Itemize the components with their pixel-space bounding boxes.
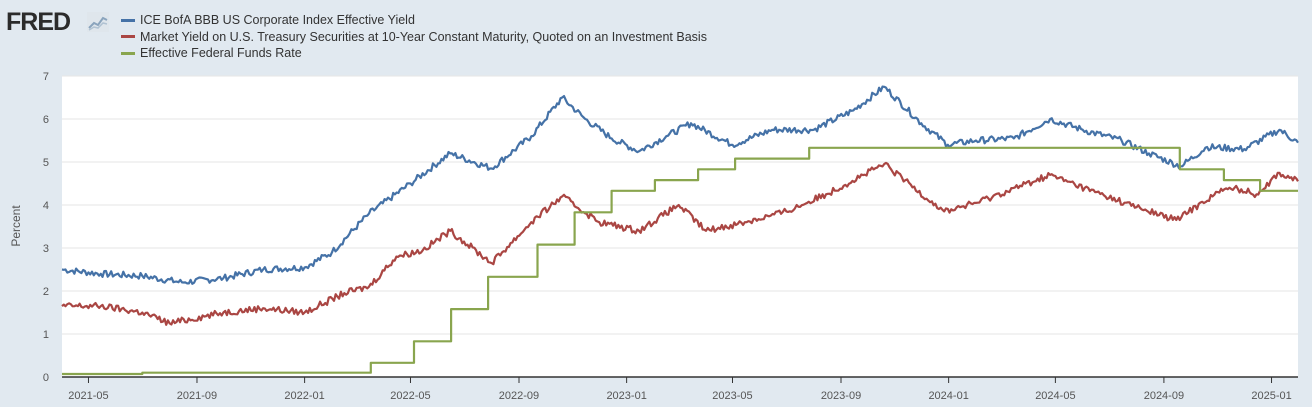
series-line-3 xyxy=(62,146,1298,376)
legend-item-1: ICE BofA BBB US Corporate Index Effectiv… xyxy=(121,12,707,29)
x-tick-label-2023-01: 2023-01 xyxy=(606,390,646,402)
line-chart-icon xyxy=(87,12,109,32)
x-tick-label-2022-05: 2022-05 xyxy=(390,390,430,402)
y-tick-label-0: 0 xyxy=(43,372,49,384)
legend-label: Effective Federal Funds Rate xyxy=(140,46,302,61)
legend-swatch xyxy=(121,18,135,22)
series-line-2 xyxy=(61,161,1299,326)
plot-area xyxy=(62,76,1298,377)
legend-swatch xyxy=(121,51,135,55)
x-tick-label-2023-05: 2023-05 xyxy=(712,390,752,402)
x-tick-label-2024-09: 2024-09 xyxy=(1144,390,1184,402)
chart-legend: ICE BofA BBB US Corporate Index Effectiv… xyxy=(121,12,707,62)
x-tick-label-2021-05: 2021-05 xyxy=(68,390,108,402)
x-tick-label-2022-09: 2022-09 xyxy=(499,390,539,402)
legend-item-3: Effective Federal Funds Rate xyxy=(121,45,707,62)
y-tick-label-7: 7 xyxy=(43,71,49,83)
chart-header: FRED ICE BofA BBB US Corporate Index Eff… xyxy=(0,0,1312,70)
y-tick-label-5: 5 xyxy=(43,157,49,169)
legend-label: ICE BofA BBB US Corporate Index Effectiv… xyxy=(140,13,415,28)
x-tick-label-2022-01: 2022-01 xyxy=(284,390,324,402)
legend-label: Market Yield on U.S. Treasury Securities… xyxy=(140,29,707,44)
y-tick-label-3: 3 xyxy=(43,243,49,255)
fred-logo: FRED xyxy=(6,8,71,36)
series-line-1 xyxy=(61,85,1299,285)
y-tick-label-1: 1 xyxy=(43,329,49,341)
x-tick-label-2024-05: 2024-05 xyxy=(1035,390,1075,402)
legend-swatch xyxy=(121,35,135,39)
x-tick-label-2021-09: 2021-09 xyxy=(177,390,217,402)
x-tick-label-2025-01: 2025-01 xyxy=(1251,390,1291,402)
y-axis-title: Percent xyxy=(9,205,23,247)
y-tick-label-2: 2 xyxy=(43,286,49,298)
legend-item-2: Market Yield on U.S. Treasury Securities… xyxy=(121,29,707,46)
x-tick-label-2024-01: 2024-01 xyxy=(928,390,968,402)
y-tick-label-6: 6 xyxy=(43,114,49,126)
x-tick-label-2023-09: 2023-09 xyxy=(821,390,861,402)
y-tick-label-4: 4 xyxy=(43,200,49,212)
